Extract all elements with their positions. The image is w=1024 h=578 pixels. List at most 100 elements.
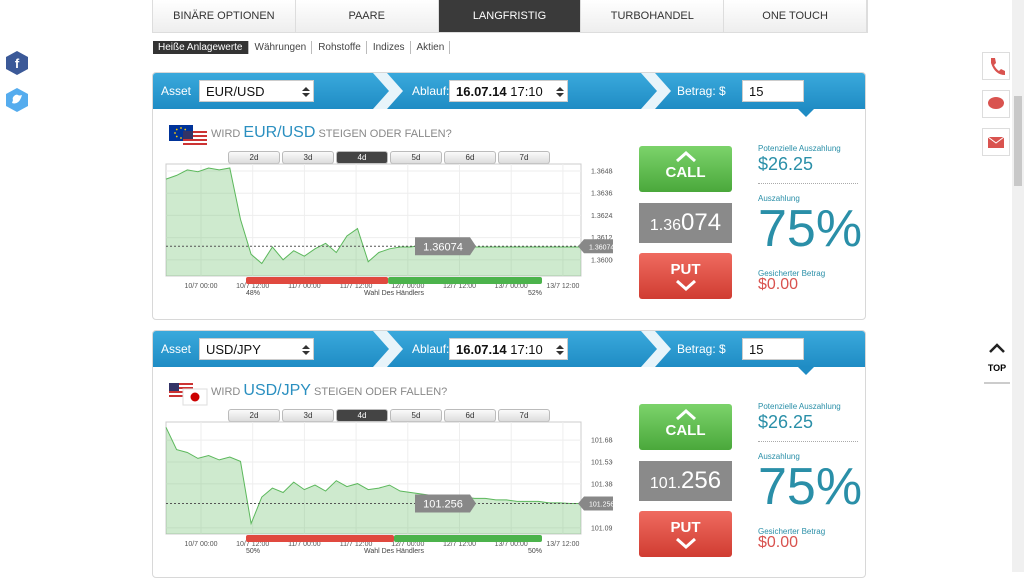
payout-value: 75% — [758, 200, 863, 258]
nav-tab[interactable]: LANGFRISTIG — [438, 0, 582, 32]
header-chevron — [641, 331, 671, 367]
sub-nav-item[interactable]: Heiße Anlagewerte — [153, 41, 249, 54]
flag-sun — [190, 392, 200, 402]
secured-label: Gesicherter Betrag — [758, 269, 826, 278]
flag — [183, 131, 193, 139]
sub-nav-item[interactable]: Währungen — [250, 41, 313, 54]
call-label: CALL — [665, 164, 706, 181]
phone-icon[interactable] — [982, 52, 1010, 80]
divider — [758, 441, 858, 442]
y-tick-label: 1.36000 — [591, 257, 613, 264]
y-tick-label: 1.36363 — [591, 191, 613, 198]
x-tick-label: 11/7 00:00 — [288, 283, 321, 290]
flag-stripe — [183, 131, 207, 133]
flag-stripe — [183, 139, 207, 141]
sentiment-bar — [246, 277, 389, 284]
question-prefix: WIRD — [211, 128, 241, 140]
price-small: 101. — [649, 475, 682, 492]
flag-stripe — [169, 387, 193, 389]
amount-input[interactable]: 15 — [742, 80, 804, 102]
asset-select[interactable]: USD/JPY — [199, 338, 314, 360]
expiry-time: 17:10 — [510, 84, 543, 99]
plot-frame — [165, 421, 582, 535]
payout-label: Auszahlung — [758, 194, 800, 203]
x-tick-label: 13/7 00:00 — [495, 541, 528, 548]
mail-icon[interactable] — [982, 128, 1010, 156]
current-value: 101.256 — [423, 498, 463, 510]
question-prefix: WIRD — [211, 386, 241, 398]
x-tick-label: 11/7 12:00 — [340, 283, 373, 290]
x-tick-label: 11/7 12:00 — [340, 541, 373, 548]
amount-input[interactable]: 15 — [742, 338, 804, 360]
flag-stripe — [183, 143, 207, 145]
x-tick-label: 12/7 12:00 — [443, 541, 476, 548]
flags — [169, 125, 207, 147]
put-button[interactable]: PUT — [639, 511, 732, 557]
area — [166, 168, 581, 276]
potential-value: $26.25 — [758, 154, 814, 174]
expiry-label: Ablauf: — [412, 342, 450, 356]
y-tick-label: 101.684 — [591, 438, 613, 445]
arrow — [675, 279, 696, 292]
call-button[interactable]: CALL — [639, 146, 732, 192]
sub-nav-item[interactable]: Aktien — [412, 41, 451, 54]
arrow — [302, 87, 310, 97]
flag — [169, 383, 179, 391]
secured-value: $0.00 — [758, 276, 799, 293]
top-label: TOP — [987, 363, 1007, 373]
arrow — [675, 537, 696, 550]
nav-tab[interactable]: PAARE — [296, 0, 439, 32]
header-chevron — [373, 73, 403, 109]
x-tick-label: 10/7 00:00 — [184, 283, 217, 290]
price-large: 256 — [681, 467, 722, 494]
sentiment-left: 50% — [246, 548, 260, 555]
payout-value: 75% — [758, 458, 863, 516]
current-axis-tag — [578, 496, 613, 511]
facebook-icon[interactable] — [6, 51, 28, 75]
flag-stripe — [169, 395, 193, 397]
expiry-select[interactable]: 16.07.14 17:10 — [449, 80, 568, 102]
price-box: 101.256 — [639, 461, 732, 501]
nav-tabs: BINÄRE OPTIONEN PAARE LANGFRISTIG TURBOHAND… — [152, 0, 868, 33]
flag-star — [180, 127, 182, 129]
asset-select[interactable]: EUR/USD — [199, 80, 314, 102]
sentiment-bar — [388, 277, 542, 284]
top-button[interactable]: TOP — [984, 338, 1010, 384]
scrollbar[interactable] — [1012, 0, 1024, 572]
social-icons: f — [6, 51, 28, 112]
nav-tab[interactable]: ONE TOUCH — [724, 0, 867, 32]
amount-label: Betrag: $ — [677, 342, 726, 356]
call-button[interactable]: CALL — [639, 404, 732, 450]
nav-tab[interactable]: BINÄRE OPTIONEN — [153, 0, 296, 32]
flag-star — [175, 135, 178, 138]
question-asset: USD/JPY — [243, 382, 311, 399]
chat-icon[interactable] — [982, 90, 1010, 118]
header-chevron — [641, 73, 671, 109]
current-axis-tag — [578, 239, 613, 254]
nav-tab[interactable]: TURBOHANDEL — [581, 0, 725, 32]
current-tag — [415, 237, 476, 256]
flag-star — [174, 132, 176, 134]
price-box: 1.36074 — [639, 203, 732, 243]
sub-nav-item[interactable]: Indizes — [368, 41, 411, 54]
sub-nav-item[interactable]: Rohstoffe — [313, 41, 367, 54]
put-button[interactable]: PUT — [639, 253, 732, 299]
secured-label: Gesicherter Betrag — [758, 527, 826, 536]
price-chart: 10/7 00:00 10/7 12:00 11/7 00:00 11/7 12:00… — [165, 421, 613, 555]
expiry-select[interactable]: 16.07.14 17:10 — [449, 338, 568, 360]
x-tick-label: 12/7 12:00 — [443, 283, 476, 290]
sentiment-left: 48% — [246, 290, 260, 297]
select-arrows — [302, 345, 310, 355]
x-tick-label: 10/7 12:00 — [236, 283, 269, 290]
call-arrow — [675, 408, 696, 421]
potential-label: Potenzielle Auszahlung — [758, 402, 841, 411]
x-tick-label: 10/7 00:00 — [184, 541, 217, 548]
flag-stripe — [169, 391, 193, 393]
flags — [169, 383, 208, 406]
header-chevron — [373, 331, 403, 367]
sentiment-right: 50% — [528, 548, 542, 555]
flag-stripe — [183, 135, 207, 137]
select-arrows — [556, 345, 564, 355]
question-asset: EUR/USD — [243, 124, 316, 141]
